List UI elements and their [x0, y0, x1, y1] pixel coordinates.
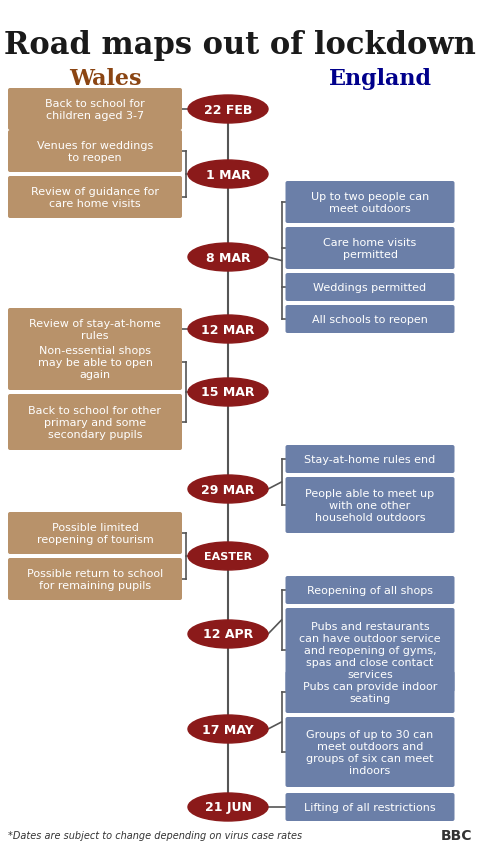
Text: Venues for weddings
to reopen: Venues for weddings to reopen: [37, 141, 153, 163]
Text: Back to school for
children aged 3-7: Back to school for children aged 3-7: [45, 99, 145, 121]
Ellipse shape: [188, 543, 268, 570]
FancyBboxPatch shape: [8, 131, 182, 173]
FancyBboxPatch shape: [286, 608, 455, 692]
Text: 12 APR: 12 APR: [203, 628, 253, 641]
Text: 15 MAR: 15 MAR: [201, 386, 255, 399]
Text: 21 JUN: 21 JUN: [204, 801, 252, 814]
Text: Wales: Wales: [69, 68, 141, 90]
Ellipse shape: [188, 378, 268, 406]
FancyBboxPatch shape: [8, 335, 182, 390]
FancyBboxPatch shape: [8, 89, 182, 131]
Text: Weddings permitted: Weddings permitted: [313, 283, 427, 292]
Text: Road maps out of lockdown: Road maps out of lockdown: [4, 30, 476, 61]
FancyBboxPatch shape: [286, 273, 455, 302]
FancyBboxPatch shape: [8, 177, 182, 219]
FancyBboxPatch shape: [286, 306, 455, 334]
Ellipse shape: [188, 793, 268, 821]
FancyBboxPatch shape: [8, 558, 182, 601]
Text: 22 FEB: 22 FEB: [204, 103, 252, 117]
Text: Pubs and restaurants
can have outdoor service
and reopening of gyms,
spas and cl: Pubs and restaurants can have outdoor se…: [299, 621, 441, 679]
Ellipse shape: [188, 244, 268, 272]
Text: All schools to reopen: All schools to reopen: [312, 314, 428, 325]
Ellipse shape: [188, 315, 268, 343]
Ellipse shape: [188, 715, 268, 743]
Ellipse shape: [188, 620, 268, 648]
FancyBboxPatch shape: [286, 446, 455, 474]
Text: Possible return to school
for remaining pupils: Possible return to school for remaining …: [27, 568, 163, 590]
FancyBboxPatch shape: [286, 227, 455, 270]
Text: EASTER: EASTER: [204, 551, 252, 561]
Text: Stay-at-home rules end: Stay-at-home rules end: [304, 454, 436, 464]
Text: 8 MAR: 8 MAR: [206, 251, 250, 264]
Text: 12 MAR: 12 MAR: [201, 323, 255, 336]
FancyBboxPatch shape: [286, 576, 455, 604]
Ellipse shape: [188, 161, 268, 189]
Text: Review of stay-at-home
rules: Review of stay-at-home rules: [29, 319, 161, 341]
Text: 1 MAR: 1 MAR: [205, 169, 251, 181]
FancyBboxPatch shape: [8, 512, 182, 555]
FancyBboxPatch shape: [8, 394, 182, 451]
Ellipse shape: [188, 96, 268, 124]
Text: Lifting of all restrictions: Lifting of all restrictions: [304, 802, 436, 812]
FancyBboxPatch shape: [8, 308, 182, 350]
Text: Non-essential shops
may be able to open
again: Non-essential shops may be able to open …: [37, 346, 153, 379]
Ellipse shape: [188, 475, 268, 504]
FancyBboxPatch shape: [286, 717, 455, 787]
Text: England: England: [328, 68, 432, 90]
Text: Review of guidance for
care home visits: Review of guidance for care home visits: [31, 187, 159, 209]
Text: Groups of up to 30 can
meet outdoors and
groups of six can meet
indoors: Groups of up to 30 can meet outdoors and…: [306, 729, 434, 775]
Text: Pubs can provide indoor
seating: Pubs can provide indoor seating: [303, 682, 437, 703]
Text: Care home visits
permitted: Care home visits permitted: [324, 238, 417, 260]
Text: 29 MAR: 29 MAR: [201, 483, 255, 496]
Text: People able to meet up
with one other
household outdoors: People able to meet up with one other ho…: [305, 488, 434, 522]
Text: Reopening of all shops: Reopening of all shops: [307, 585, 433, 596]
Text: Possible limited
reopening of tourism: Possible limited reopening of tourism: [36, 522, 154, 544]
Text: *Dates are subject to change depending on virus case rates: *Dates are subject to change depending o…: [8, 830, 302, 840]
FancyBboxPatch shape: [286, 671, 455, 713]
FancyBboxPatch shape: [286, 477, 455, 533]
Text: 17 MAY: 17 MAY: [202, 722, 254, 735]
Text: Back to school for other
primary and some
secondary pupils: Back to school for other primary and som…: [28, 406, 161, 440]
Text: Up to two people can
meet outdoors: Up to two people can meet outdoors: [311, 192, 429, 214]
Text: BBC: BBC: [441, 828, 472, 842]
FancyBboxPatch shape: [286, 793, 455, 821]
FancyBboxPatch shape: [286, 181, 455, 224]
